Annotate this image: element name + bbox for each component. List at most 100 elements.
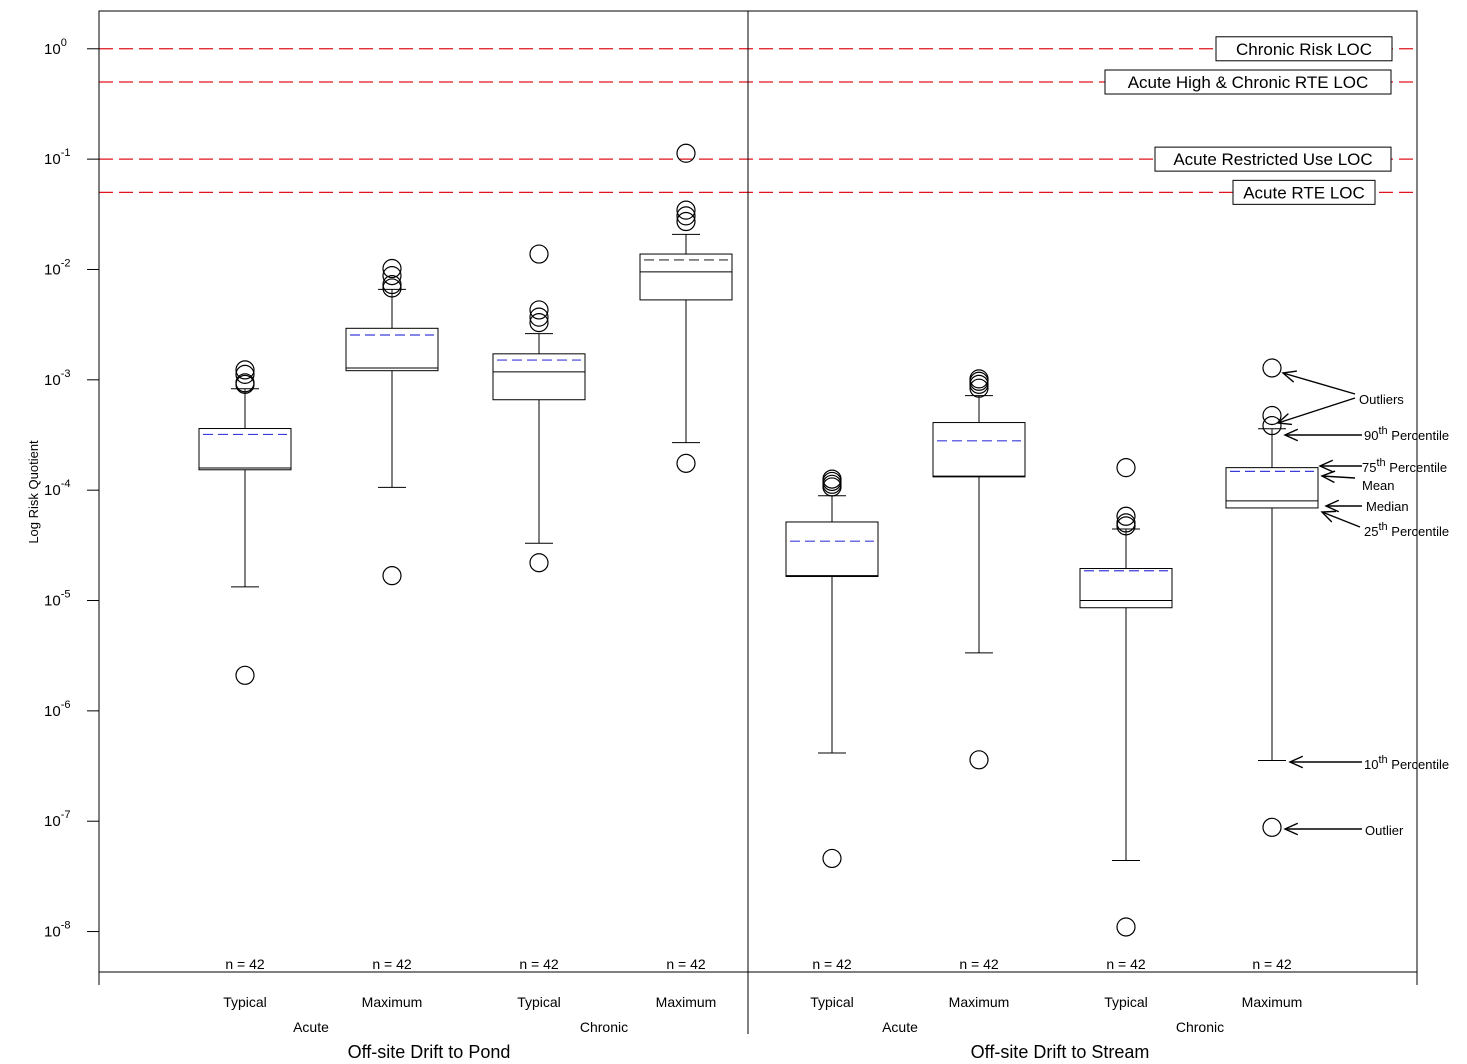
annotation-arrow-line [1321, 475, 1356, 479]
annotation-label: Median [1366, 499, 1409, 514]
y-tick-label: 10-3 [44, 368, 70, 389]
box: n = 42 [198, 360, 292, 972]
reference-line-label-box [1104, 69, 1392, 95]
annotation-arrow-head [1320, 470, 1336, 484]
y-tick-label: 10-1 [44, 147, 70, 168]
y-tick-label: 10-6 [44, 699, 70, 720]
outlier-point [1116, 506, 1136, 526]
y-tick-label: 10-5 [44, 589, 70, 610]
outlier-point [529, 313, 549, 333]
annotation-arrow-line [1282, 372, 1356, 395]
outlier-point [235, 364, 255, 384]
box: n = 42 [932, 369, 1026, 972]
outlier-point [529, 300, 549, 320]
sample-size-label: n = 42 [1252, 956, 1292, 972]
reference-line-label-box [1154, 146, 1392, 172]
interquartile-box [1225, 467, 1319, 509]
category-label: Maximum [1242, 994, 1303, 1010]
outlier-point [529, 307, 549, 327]
outlier-point [676, 453, 696, 473]
reference-line-label: Acute RTE LOC [1243, 183, 1365, 202]
y-tick-label: 10-2 [44, 257, 70, 278]
reference-line-labels: Chronic Risk LOC Acute High & Chronic RTE… [1104, 36, 1393, 205]
x-axis: Typical Maximum Typical Maximum Typical Maxim… [223, 994, 1302, 1062]
reference-line-label: Chronic Risk LOC [1236, 40, 1372, 59]
outlier-point [676, 211, 696, 232]
outlier-point [235, 373, 255, 393]
sample-size-label: n = 42 [666, 956, 706, 972]
annotation-label: 25th Percentile [1364, 521, 1449, 539]
outlier-point [676, 206, 696, 226]
y-axis-label: Log Risk Quotient [26, 440, 41, 544]
reference-line-label: Acute Restricted Use LOC [1173, 150, 1372, 169]
group-label: Acute [882, 1019, 918, 1035]
interquartile-box [1079, 568, 1173, 609]
boxes: n = 42 n = 42 n = 42 n = 42 n = 42 n = 42 n = … [198, 143, 1319, 972]
reference-line-label: Acute High & Chronic RTE LOC [1128, 73, 1369, 92]
outlier-point [235, 665, 255, 685]
group-label: Chronic [580, 1019, 628, 1035]
box: n = 42 [345, 258, 439, 972]
interquartile-box [785, 521, 879, 578]
box: n = 42 [639, 143, 733, 972]
y-tick-label: 10-8 [44, 920, 70, 941]
outlier-point [969, 378, 989, 398]
y-axis: 100 10-1 10-2 10-3 10-4 10-5 10-6 10-7 10-8 [44, 37, 99, 941]
outlier-point [1116, 458, 1136, 478]
plot-frame [98, 10, 1418, 1034]
outlier-point [382, 566, 402, 586]
category-label: Maximum [362, 994, 423, 1010]
interquartile-box [345, 327, 439, 372]
outlier-point [1262, 405, 1282, 426]
annotation-arrow-head [1276, 413, 1292, 426]
outlier-point [676, 143, 696, 163]
sample-size-label: n = 42 [812, 956, 852, 972]
outlier-point [529, 553, 549, 573]
annotation-label: Mean [1362, 478, 1395, 493]
outlier-point [235, 360, 255, 380]
reference-line-label-box [1232, 179, 1376, 205]
category-label: Maximum [656, 994, 717, 1010]
outlier-point [822, 469, 842, 489]
sample-size-label: n = 42 [372, 956, 412, 972]
y-tick-label: 10-4 [44, 478, 70, 499]
annotation-arrow-line [1321, 511, 1361, 528]
outlier-point [676, 200, 696, 220]
sample-size-label: n = 42 [519, 956, 559, 972]
annotation-arrow-head [1288, 755, 1304, 769]
y-tick-label: 100 [44, 37, 67, 58]
outlier-point [1116, 513, 1136, 533]
annotation-label: 75th Percentile [1362, 457, 1447, 475]
outlier-point [1262, 415, 1282, 436]
interquartile-box [492, 353, 586, 401]
annotation-label: Outliers [1359, 392, 1404, 407]
annotation-arrow-head [1318, 459, 1334, 473]
annotation-arrow-line [1277, 397, 1356, 424]
category-label: Typical [1104, 994, 1148, 1010]
outlier-point [382, 274, 402, 295]
group-label: Acute [293, 1019, 329, 1035]
outlier-point [382, 258, 402, 279]
outlier-point [1262, 817, 1282, 837]
annotation-arrow-head [1320, 510, 1337, 523]
annotation-label: 90th Percentile [1364, 425, 1449, 443]
category-label: Maximum [949, 994, 1010, 1010]
outlier-point [969, 750, 989, 770]
annotation-arrow-head [1283, 428, 1299, 442]
annotation-label: 10th Percentile [1364, 754, 1449, 772]
annotation-arrow-head [1324, 499, 1340, 513]
category-label: Typical [223, 994, 267, 1010]
category-label: Typical [810, 994, 854, 1010]
panel-label: Off-site Drift to Stream [971, 1042, 1150, 1062]
interquartile-box [198, 428, 292, 471]
outlier-point [529, 244, 549, 264]
y-tick-label: 10-7 [44, 809, 70, 830]
annotation-arrow-head [1283, 822, 1299, 836]
box-annotations: Outliers 90th Percentile 75th Percentile Me… [1276, 370, 1449, 838]
box: n = 42 [492, 244, 586, 972]
reference-line-label-box [1215, 36, 1393, 62]
interquartile-box [639, 253, 733, 301]
sample-size-label: n = 42 [959, 956, 999, 972]
outlier-point [969, 369, 989, 389]
